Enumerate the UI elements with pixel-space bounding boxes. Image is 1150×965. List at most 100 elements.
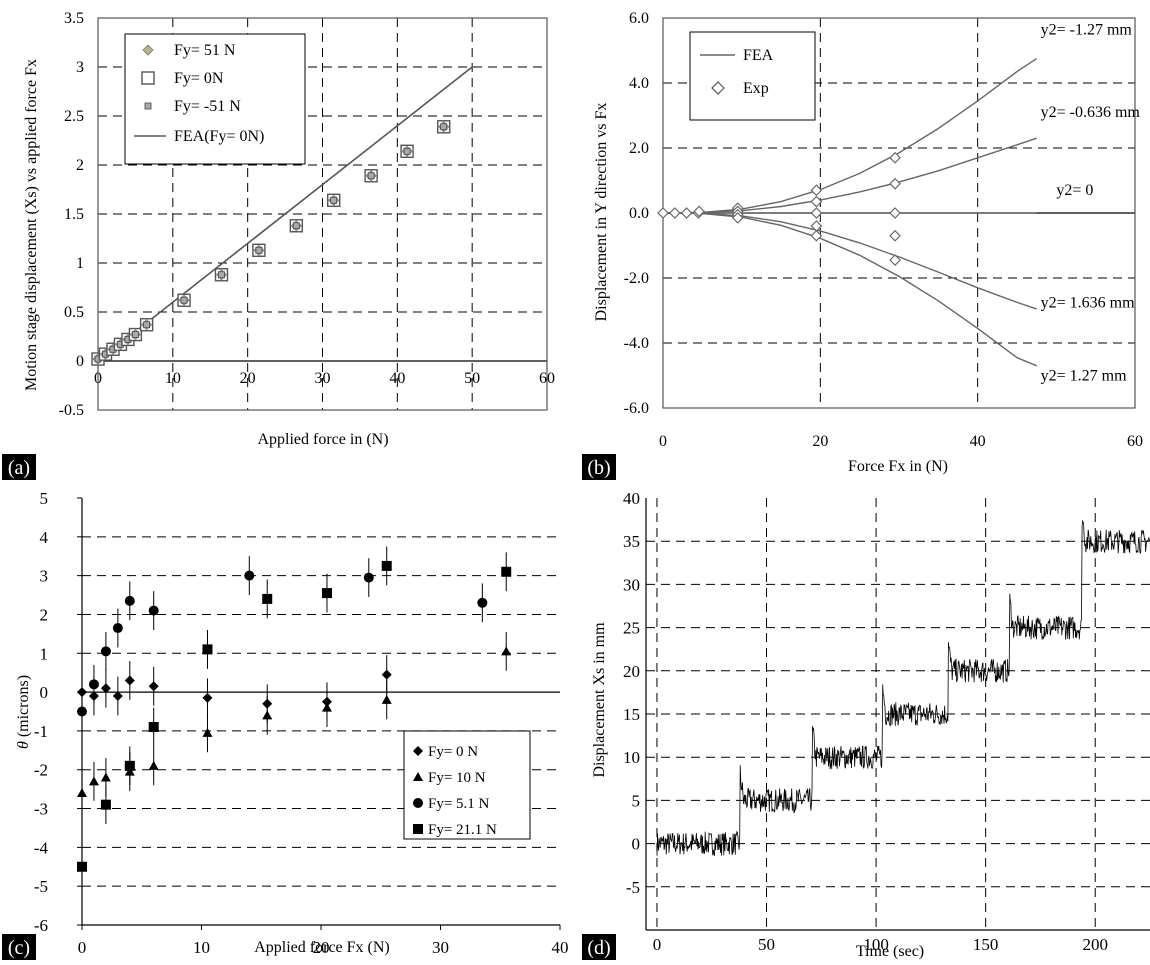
panel-c-x-tick-label: 40 [552, 938, 569, 957]
panel-d-x-tick-label: 0 [653, 935, 662, 954]
panel-b-exp-point [668, 207, 681, 219]
panel-c-point-fy10 [262, 710, 273, 720]
panel-a-x-tick-label: 0 [94, 370, 102, 387]
panel-b-exp-point [889, 151, 901, 164]
panel-c-point-fy51 [148, 605, 159, 616]
panel-c-point-fy211 [501, 566, 512, 577]
panel-b-exp-point [810, 207, 823, 219]
panel-c-point-fy211 [100, 799, 111, 810]
panel-b-legend-label: Exp [743, 80, 769, 97]
panel-c-legend-box [403, 730, 531, 840]
panel-b-ylabel: Displacement in Y direction vs Fx [593, 103, 610, 322]
panel-b-exp-point [810, 229, 823, 242]
panel-c-y-tick-label: 5 [40, 489, 49, 508]
panel-a-point-fy-51 [180, 296, 188, 304]
panel-c-point-fy211 [321, 588, 332, 599]
panel-d-y-tick-label: 20 [623, 662, 640, 681]
panel-a-y-tick-label: 0.5 [64, 304, 84, 321]
panel-c-point-fy51 [100, 646, 111, 657]
panel-d-x-tick-label: 200 [1082, 935, 1108, 954]
panel-c-xlabel: Applied force Fx (N) [254, 939, 390, 956]
panel-b-x-tick-label: 20 [812, 433, 828, 450]
panel-c-point-fy211 [148, 722, 159, 733]
panel-c-point-fy10 [381, 694, 392, 704]
panel-b-fea-curve [662, 58, 1038, 214]
panel-b-label-bg [582, 454, 616, 480]
panel-b-exp-point [680, 207, 693, 219]
panel-c-point-fy0 [100, 683, 111, 694]
panel-c-point-fy10 [100, 772, 111, 782]
panel-c-point-fy0 [381, 669, 392, 680]
panel-c-point-fy51 [88, 679, 99, 690]
panel-c-label-bg [2, 934, 36, 960]
panel-a-point-fy-51 [440, 123, 448, 131]
panel-c-y-tick-label: -4 [34, 838, 49, 857]
panel-d-y-tick-label: 40 [623, 489, 640, 508]
panel-c-point-fy51 [112, 623, 123, 634]
panel-a-point-fy-51 [143, 321, 151, 329]
panel-b-exp-point [889, 177, 901, 190]
panel-b-curve-labels: y2= -1.27 mm y2= -0.636 mm y2= 0 y2= 1.636 … [1041, 21, 1141, 384]
panel-a-point-fy-51 [255, 246, 263, 254]
panel-c-legend: Fy= 0 N Fy= 10 N Fy= 5.1 N Fy= 21.1 N [413, 744, 497, 838]
panel-c-point-fy0 [148, 681, 159, 692]
panel-d-ylabel: Displacement Xs in mm [591, 622, 608, 778]
panel-c-x-tick-label: 10 [193, 938, 210, 957]
panel-c-point-fy10 [501, 646, 512, 656]
panel-a-y-tick-label: 3.5 [64, 10, 84, 27]
panel-a-y-tick-label: -0.5 [59, 402, 84, 419]
panel-c-legend-marker-fy10 [413, 772, 423, 781]
panel-b-xlabel: Force Fx in (N) [848, 458, 948, 475]
panel-c-point-fy10 [321, 702, 332, 712]
panel-c-y-tick-label: 3 [40, 567, 49, 586]
panel-a-xlabel: Applied force in (N) [257, 431, 388, 448]
panel-c-x-tick-label: 30 [432, 938, 449, 957]
panel-c-point-fy10 [88, 776, 99, 786]
panel-a-legend-label: Fy= -51 N [174, 98, 241, 115]
panel-a-fea-line [97, 66, 473, 362]
panel-c-legend-label: Fy= 21.1 N [428, 822, 497, 838]
panel-b-curve-label: y2= -0.636 mm [1041, 104, 1141, 121]
panel-a-y-tick-label: 2 [76, 157, 84, 174]
panel-a-label: (a) [8, 457, 30, 479]
panel-c-point-fy51 [477, 597, 488, 608]
panel-c-point-fy51 [77, 706, 87, 717]
panel-c-point-fy51 [363, 572, 374, 583]
panel-b-exp-point [657, 207, 669, 219]
panel-b-fea-curve [662, 212, 1037, 367]
panel-c-point-fy51 [124, 595, 135, 606]
panel-c-point-fy211 [124, 760, 135, 771]
panel-d-xlabel: Time (sec) [856, 943, 924, 960]
panel-a-legend-label: FEA(Fy= 0N) [174, 128, 264, 145]
panel-c-point-fy10 [77, 788, 87, 798]
panel-a-legend-label: Fy= 51 N [174, 42, 236, 59]
panel-d-label: (d) [587, 937, 610, 959]
panel-c-plot: -6 -5 -4 -3 -2 -1 0 1 2 3 4 5 0 10 20 30 40 [34, 489, 569, 957]
panel-a: 0 10 20 30 40 50 60 -0.5 0 0.5 1 1.5 2 2.5 3 3.5 Fy= 51… [2, 10, 555, 480]
panel-d-y-tick-label: -5 [626, 878, 640, 897]
panel-a-ylabel: Motion stage displacement (Xs) vs applie… [23, 59, 40, 391]
panel-a-x-tick-label: 10 [165, 370, 181, 387]
panel-a-frame [97, 17, 548, 411]
panel-c-legend-marker-fy211 [413, 824, 423, 834]
panel-c-x-tick-label: 20 [313, 938, 330, 957]
panel-b-curve-label: y2= 1.636 mm [1041, 294, 1135, 311]
panel-c-legend-label: Fy= 10 N [428, 770, 486, 786]
panel-b-plot: 0 20 40 60 -6.0 -4.0 -2.0 0.0 2.0 4.0 6.0 [624, 10, 1143, 450]
panel-b-y-tick-label: 6.0 [629, 10, 649, 27]
panel-b-y-tick-label: -4.0 [624, 335, 649, 352]
panel-a-point-fy-51 [367, 172, 375, 180]
panel-b-legend-box [689, 31, 816, 121]
panel-b-y-tick-label: -6.0 [624, 400, 649, 417]
panel-b-x-tick-label: 0 [659, 433, 667, 450]
panel-b-x-tick-label: 60 [1127, 433, 1143, 450]
panel-d-x-tick-label: 50 [758, 935, 775, 954]
panel-a-x-tick-label: 30 [315, 370, 331, 387]
panel-c-y-tick-label: -2 [34, 761, 48, 780]
panel-c-point-fy10 [148, 760, 159, 770]
panel-b-y-tick-label: 4.0 [629, 75, 649, 92]
panel-a-legend: Fy= 51 N Fy= 0N Fy= -51 N FEA(Fy= 0N) [134, 42, 264, 145]
panel-c-y-tick-label: -5 [34, 877, 48, 896]
panel-a-plot: 0 10 20 30 40 50 60 -0.5 0 0.5 1 1.5 2 2.5 3 3.5 [59, 10, 555, 419]
panel-a-legend-marker-fy51 [142, 44, 154, 56]
